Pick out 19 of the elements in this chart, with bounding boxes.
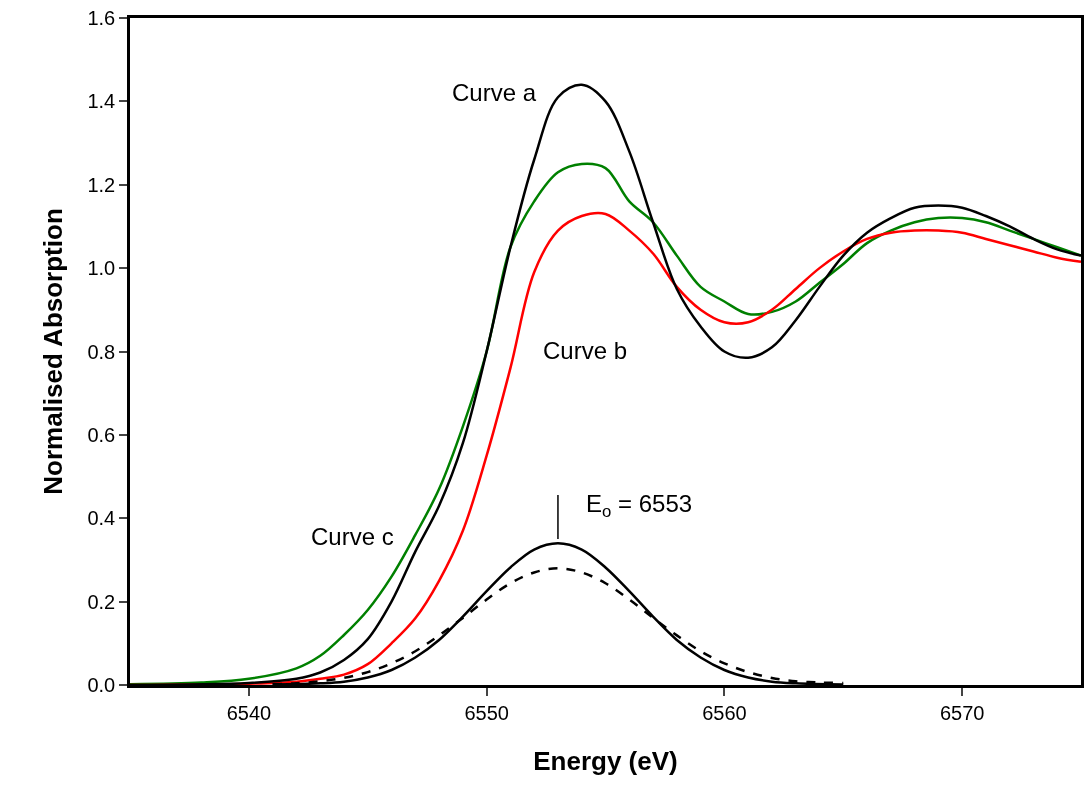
y-tick-label: 0.4	[87, 507, 116, 530]
annotation: E$_{o}$ = 6553	[586, 490, 693, 522]
x-tick-label: 6560	[702, 701, 747, 724]
y-tick-label: 1.4	[87, 90, 116, 113]
y-tick-label: 0.8	[87, 340, 116, 363]
y-tick-label: 1.6	[87, 7, 116, 29]
y-tick-label: 0.6	[87, 423, 116, 446]
y-tick-label: 1.0	[87, 257, 116, 280]
series-label: Curve b	[543, 337, 628, 364]
x-tick-label: 6570	[939, 701, 985, 724]
series-label: Curve c	[311, 523, 394, 550]
y-tick-label: 1.2	[87, 173, 116, 196]
x-tick-label: 6540	[226, 701, 272, 724]
series-label: Curve a	[452, 79, 537, 106]
x-axis-title: Energy (eV)	[533, 746, 678, 777]
y-tick-label: 0.0	[87, 674, 116, 696]
x-tick-label: 6550	[464, 701, 509, 724]
y-axis-title: Normalised Absorption	[37, 208, 68, 495]
y-tick-label: 0.2	[87, 590, 116, 613]
